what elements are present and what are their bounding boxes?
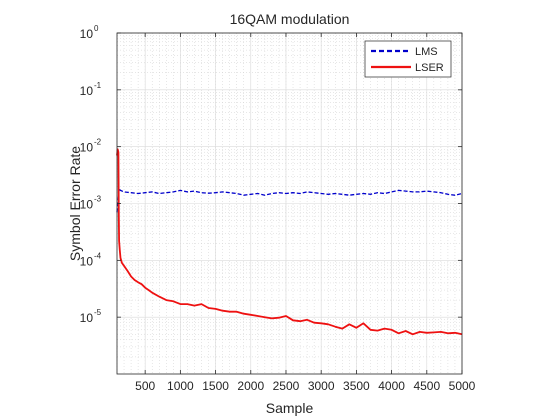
x-tick-label: 500	[135, 379, 155, 393]
x-tick-label: 4500	[413, 379, 440, 393]
legend-label-lms: LMS	[415, 46, 438, 58]
legend-box	[364, 40, 452, 78]
x-tick-label: 3000	[308, 379, 335, 393]
x-tick-label: 2500	[273, 379, 300, 393]
minor-grid	[116, 33, 463, 374]
series-line-lser	[116, 148, 463, 336]
x-tick-label: 1000	[167, 379, 194, 393]
y-tick-label-exponent: 0	[94, 24, 99, 33]
y-axis-title: Symbol Error Rate	[67, 146, 83, 261]
y-tick-label: 10	[80, 141, 94, 155]
y-tick-label-exponent: -2	[94, 138, 102, 147]
legend-label-lser: LSER	[415, 62, 444, 74]
y-tick-label: 10	[80, 254, 94, 268]
chart-title: 16QAM modulation	[230, 11, 350, 27]
y-tick-label-exponent: -5	[94, 308, 102, 317]
x-axis-title: Sample	[266, 400, 314, 416]
x-tick-label: 4000	[378, 379, 405, 393]
legend: LMS LSER	[364, 40, 452, 78]
x-tick-label: 1500	[202, 379, 229, 393]
x-tick-label: 5000	[449, 379, 476, 393]
y-tick-label-exponent: -4	[94, 251, 102, 260]
y-tick-label: 10	[80, 84, 94, 98]
y-tick-label: 10	[80, 311, 94, 325]
x-tick-labels: 500 1000 1500 2000 2500 3000 3500 4000 4500 5000	[135, 379, 476, 393]
series-layer	[116, 148, 463, 336]
y-tick-label-exponent: -1	[94, 81, 102, 90]
x-tick-label: 3500	[343, 379, 370, 393]
x-tick-label: 2000	[237, 379, 264, 393]
y-tick-label: 10	[80, 198, 94, 212]
ticks	[117, 32, 463, 374]
series-line-lms	[116, 188, 463, 213]
y-tick-label-exponent: -3	[94, 195, 102, 204]
y-tick-label: 10	[80, 27, 94, 41]
